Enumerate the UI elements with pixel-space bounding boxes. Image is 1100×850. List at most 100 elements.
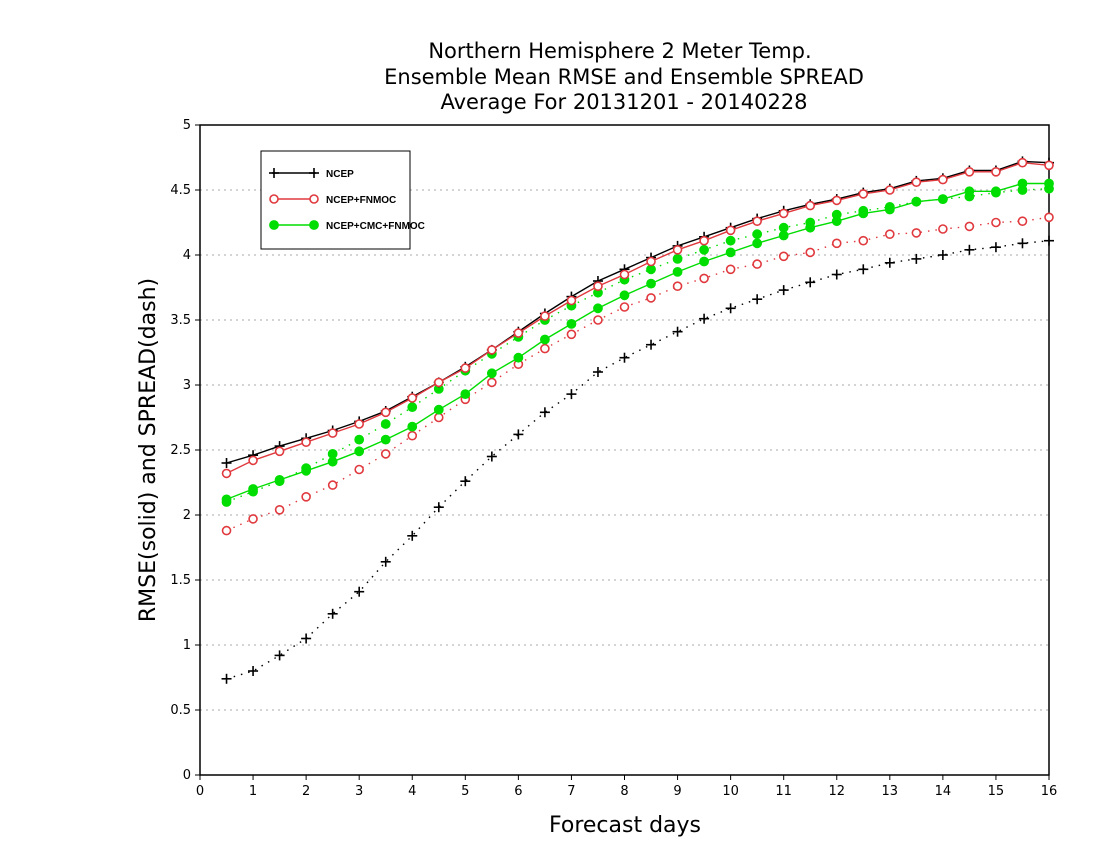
data-point — [619, 352, 630, 363]
data-point — [248, 514, 258, 524]
data-point — [619, 290, 630, 301]
x-tick-label: 9 — [673, 784, 681, 799]
legend-entries: NCEP NCEP+FNMOC NCEP+CMC+FNMOC — [269, 168, 425, 232]
series-ncep-cmc-fnmoc — [221, 178, 1054, 505]
data-point — [858, 189, 869, 199]
data-point — [487, 345, 497, 355]
data-point — [672, 267, 683, 277]
data-point — [407, 393, 418, 403]
data-point — [699, 256, 709, 267]
data-point — [911, 196, 922, 207]
data-point — [460, 363, 471, 373]
data-point — [327, 608, 338, 619]
series-line — [226, 216, 1050, 532]
data-point — [301, 437, 311, 448]
data-point — [778, 251, 789, 262]
x-tick-label: 11 — [775, 784, 792, 799]
data-point — [327, 428, 338, 438]
data-point — [672, 326, 683, 337]
y-tick-label: 1.5 — [170, 573, 191, 588]
y-tick-label: 0 — [183, 768, 191, 783]
data-point — [433, 404, 444, 415]
data-point — [221, 673, 232, 684]
series-ncep-spread — [221, 235, 1054, 684]
data-point — [407, 402, 418, 413]
data-point — [725, 247, 736, 258]
data-point — [672, 281, 683, 292]
data-point — [354, 434, 365, 445]
data-point — [354, 464, 364, 475]
data-point — [646, 293, 656, 303]
data-point — [725, 303, 736, 314]
data-point — [327, 456, 338, 467]
data-point — [380, 556, 391, 567]
data-point — [221, 525, 232, 536]
data-point — [911, 177, 922, 187]
series-group — [221, 156, 1054, 684]
legend-box — [260, 150, 411, 250]
data-point — [539, 407, 550, 418]
data-point — [1017, 157, 1028, 168]
data-point — [354, 419, 364, 429]
y-tick-label: 0.5 — [170, 703, 191, 718]
data-point — [513, 352, 524, 363]
y-axis-label: RMSE(solid) and SPREAD(dash) — [136, 278, 161, 622]
data-point — [752, 294, 763, 305]
data-point — [778, 208, 789, 219]
data-point — [593, 303, 603, 314]
data-point — [646, 278, 656, 289]
data-point — [487, 377, 497, 388]
data-point — [593, 281, 603, 292]
data-point — [354, 446, 365, 457]
data-point — [911, 228, 922, 238]
data-point — [805, 277, 816, 288]
legend-entry: NCEP+CMC+FNMOC — [269, 220, 425, 232]
data-point — [460, 389, 471, 400]
data-point — [1044, 212, 1054, 223]
data-point — [274, 504, 285, 515]
data-point — [407, 530, 418, 541]
y-tick-label: 4 — [183, 248, 191, 263]
data-point — [672, 245, 683, 255]
legend-marker — [309, 220, 319, 230]
data-point — [221, 494, 232, 505]
data-point — [380, 407, 391, 418]
data-point — [1017, 216, 1028, 226]
x-tick-label: 10 — [722, 784, 739, 799]
data-point — [831, 269, 842, 280]
data-point — [407, 421, 418, 432]
data-point — [778, 285, 789, 296]
data-point — [752, 216, 762, 226]
data-point — [274, 650, 285, 661]
legend-marker — [309, 168, 319, 178]
data-point — [964, 167, 975, 177]
legend-label: NCEP+CMC+FNMOC — [326, 221, 425, 232]
data-point — [433, 502, 444, 513]
data-point — [646, 256, 656, 267]
x-tick-label: 4 — [408, 784, 416, 799]
y-tick-label: 1 — [183, 638, 191, 653]
data-point — [513, 328, 524, 338]
x-tick-label: 6 — [514, 784, 522, 799]
data-point — [752, 259, 762, 269]
data-point — [725, 225, 736, 236]
data-point — [354, 586, 365, 597]
legend-label: NCEP+FNMOC — [326, 195, 396, 206]
data-point — [937, 250, 948, 260]
chart-title-line-1: Northern Hemisphere 2 Meter Temp. — [428, 39, 811, 63]
data-point — [1044, 160, 1054, 171]
data-point — [619, 302, 630, 312]
data-point — [699, 244, 709, 255]
data-point — [248, 455, 258, 466]
data-point — [672, 254, 683, 264]
y-tick-label: 2.5 — [170, 443, 191, 458]
data-point — [858, 235, 869, 246]
data-point — [646, 339, 657, 350]
data-point — [964, 244, 975, 255]
y-tick-label: 5 — [183, 118, 191, 133]
x-axis: 0 1 2 3 4 5 6 7 8 9 10 11 12 13 14 15 16 — [196, 775, 1057, 799]
legend-label: NCEP — [326, 169, 354, 180]
data-point — [1044, 235, 1054, 246]
data-point — [884, 204, 895, 215]
